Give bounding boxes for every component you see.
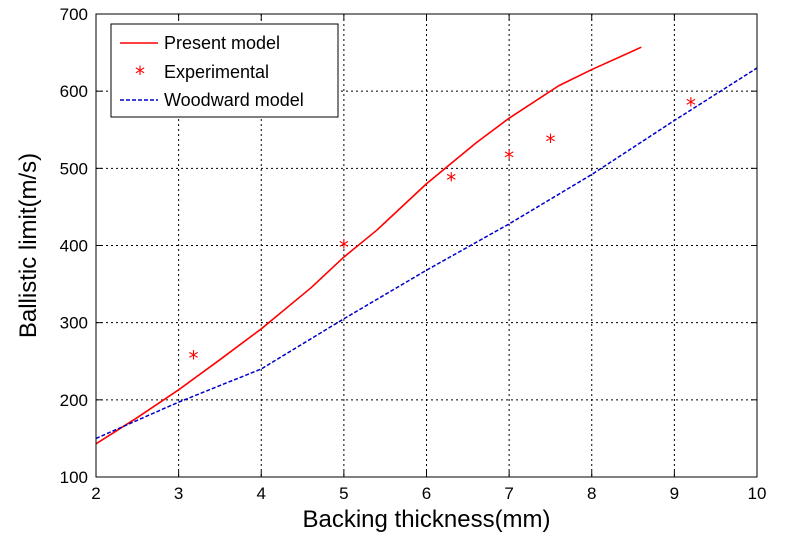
legend-label-woodward-model: Woodward model bbox=[164, 90, 304, 110]
y-tick-label-200: 200 bbox=[60, 391, 88, 410]
x-tick-label-9: 9 bbox=[670, 484, 679, 503]
data-point-experimental-5: * bbox=[686, 94, 696, 118]
y-axis-title: Ballistic limit(m/s) bbox=[15, 153, 42, 338]
y-tick-label-500: 500 bbox=[60, 159, 88, 178]
data-point-experimental-3: * bbox=[504, 146, 514, 170]
y-tick-label-100: 100 bbox=[60, 468, 88, 487]
legend-box bbox=[110, 23, 339, 118]
data-point-experimental-2: * bbox=[446, 168, 456, 192]
x-tick-label-5: 5 bbox=[339, 484, 348, 503]
y-tick-label-400: 400 bbox=[60, 237, 88, 256]
legend-label-experimental: Experimental bbox=[164, 62, 269, 82]
legend: Present model * Experimental Woodward mo… bbox=[110, 23, 339, 118]
y-tick-label-700: 700 bbox=[60, 5, 88, 24]
x-tick-label-10: 10 bbox=[748, 484, 767, 503]
plot-series: * * * * * * bbox=[95, 46, 758, 445]
data-point-experimental-4: * bbox=[545, 130, 555, 154]
axis-ticks: 2 3 4 5 6 7 8 9 10 100 200 300 400 500 600 700 bbox=[60, 5, 767, 503]
x-tick-label-8: 8 bbox=[587, 484, 596, 503]
x-tick-label-2: 2 bbox=[91, 484, 100, 503]
series-line-present-model bbox=[95, 46, 642, 445]
legend-swatch-experimental: * bbox=[135, 62, 145, 86]
data-point-experimental-1: * bbox=[339, 236, 349, 260]
legend-label-present-model: Present model bbox=[164, 33, 280, 53]
x-axis-title: Backing thickness(mm) bbox=[302, 506, 550, 533]
y-tick-label-600: 600 bbox=[60, 82, 88, 101]
x-tick-label-6: 6 bbox=[422, 484, 431, 503]
x-tick-label-4: 4 bbox=[257, 484, 266, 503]
data-point-experimental-0: * bbox=[188, 347, 198, 371]
y-tick-label-300: 300 bbox=[60, 314, 88, 333]
x-tick-label-7: 7 bbox=[504, 484, 513, 503]
x-tick-label-3: 3 bbox=[174, 484, 183, 503]
grid bbox=[96, 14, 757, 477]
